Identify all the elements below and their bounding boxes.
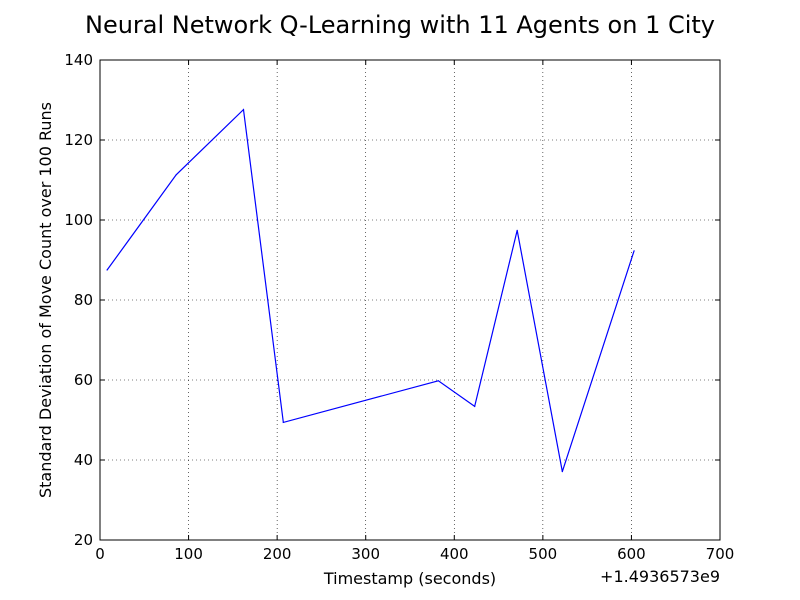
x-tick-label: 500 [529,545,558,563]
data-point [175,174,177,176]
data-point [242,109,245,111]
data-point [106,269,108,271]
x-tick-label: 200 [263,545,292,563]
grid [99,59,721,541]
series-line [106,108,635,472]
y-axis-label: Standard Deviation of Move Count over 10… [36,102,55,498]
x-tick-label: 400 [440,545,469,563]
y-tick-label: 60 [74,371,93,389]
x-tick-label: 600 [617,545,646,563]
data-point [561,471,563,473]
data-point [633,250,635,252]
y-tick-label: 20 [74,531,93,549]
data-point [474,405,476,407]
chart-title: Neural Network Q-Learning with 11 Agents… [85,11,715,39]
x-axis-label: Timestamp (seconds) [323,569,496,588]
data-point [437,380,439,382]
data-point [516,229,518,231]
series-layer [106,108,635,473]
x-tick-label: 0 [95,545,105,563]
x-tick-label: 700 [706,545,735,563]
ticks: 0 100 200 300 400 500 600 700 20 40 60 80 100 120 140 [64,51,734,563]
y-tick-label: 120 [64,131,93,149]
x-tick-label: 100 [174,545,203,563]
y-tick-label: 100 [64,211,93,229]
y-tick-label: 80 [74,291,93,309]
x-tick-label: 300 [351,545,380,563]
y-tick-label: 40 [74,451,93,469]
y-tick-label: 140 [64,51,93,69]
data-point [282,421,284,423]
x-axis-offset-label: +1.4936573e9 [600,567,720,586]
